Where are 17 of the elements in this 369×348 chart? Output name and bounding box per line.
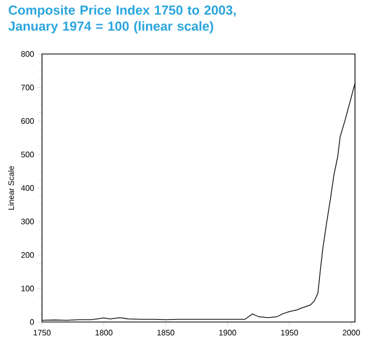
y-tick-label: 600 <box>21 118 34 124</box>
y-axis-title: Linear Scale <box>8 166 14 210</box>
x-tick-label: 1850 <box>157 330 174 336</box>
x-tick-label: 1800 <box>96 330 112 336</box>
x-tick-label: 1950 <box>281 330 298 336</box>
y-tick-label: 500 <box>21 152 34 158</box>
y-tick-label: 0 <box>30 319 34 325</box>
chart-title: Composite Price Index 1750 to 2003, January 1974 = 100 (linear scale) <box>8 5 236 34</box>
y-tick-label: 300 <box>21 218 34 224</box>
x-tick-label: 1900 <box>219 330 236 336</box>
y-tick-label: 200 <box>21 252 34 258</box>
y-tick-label: 800 <box>21 51 34 57</box>
y-tick-label: 100 <box>21 286 34 292</box>
y-tick-label: 400 <box>21 185 34 191</box>
x-tick-label: 2000 <box>342 330 360 336</box>
x-tick-label: 1750 <box>34 330 51 336</box>
y-tick-label: 700 <box>21 84 34 90</box>
